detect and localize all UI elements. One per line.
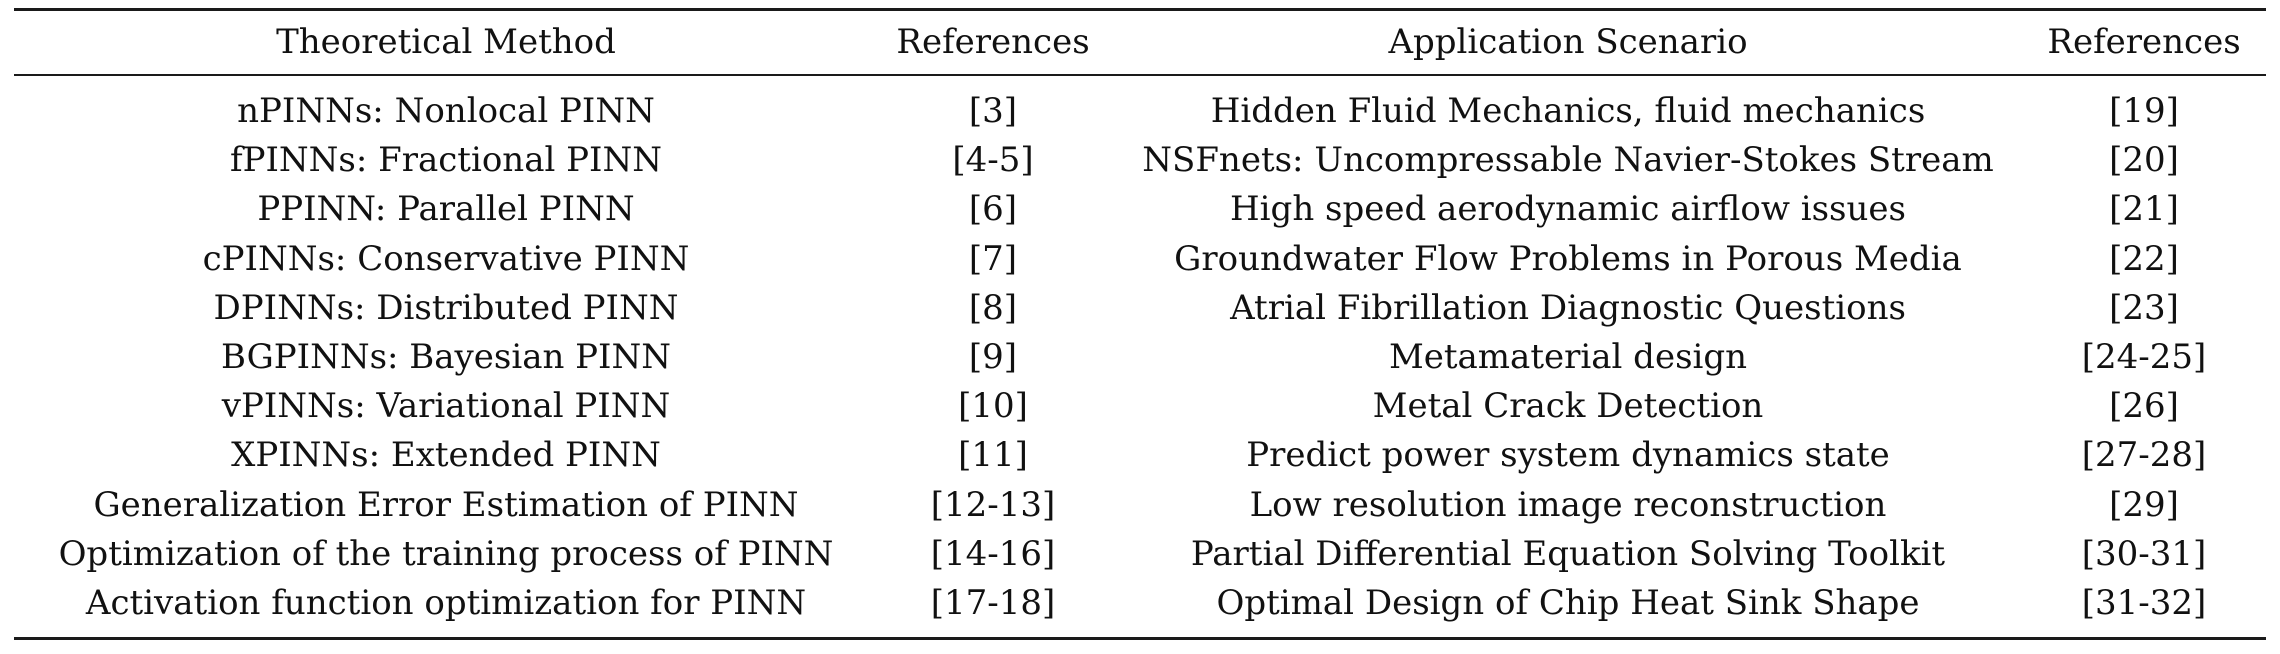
cell-theoretical-method: nPINNs: Nonlocal PINN (237, 91, 655, 131)
cell-method-references: [6] (968, 189, 1018, 229)
header-application-scenario: Application Scenario (1388, 22, 1748, 62)
header-scenario-references: References (2047, 22, 2241, 62)
cell-method-references: [7] (968, 239, 1018, 279)
cell-scenario-references: [20] (2109, 140, 2179, 180)
cell-application-scenario: Predict power system dynamics state (1246, 435, 1890, 475)
cell-method-references: [11] (958, 435, 1028, 475)
cell-application-scenario: Metamaterial design (1388, 337, 1748, 377)
cell-scenario-references: [19] (2109, 91, 2179, 131)
table-top-rule (14, 8, 2266, 11)
cell-application-scenario: Groundwater Flow Problems in Porous Medi… (1174, 239, 1962, 279)
cell-scenario-references: [27-28] (2081, 435, 2207, 475)
cell-scenario-references: [22] (2109, 239, 2179, 279)
cell-scenario-references: [30-31] (2081, 534, 2207, 574)
cell-scenario-references: [23] (2109, 288, 2179, 328)
cell-method-references: [10] (958, 386, 1028, 426)
cell-method-references: [3] (968, 91, 1018, 131)
cell-scenario-references: [31-32] (2081, 583, 2207, 623)
cell-method-references: [8] (968, 288, 1018, 328)
clipped-caption (0, 0, 2280, 6)
cell-theoretical-method: fPINNs: Fractional PINN (230, 140, 662, 180)
cell-method-references: [12-13] (930, 485, 1056, 525)
cell-application-scenario: NSFnets: Uncompressable Navier-Stokes St… (1142, 140, 1994, 180)
cell-method-references: [4-5] (952, 140, 1034, 180)
cell-scenario-references: [26] (2109, 386, 2179, 426)
table-header-rule (14, 74, 2266, 76)
cell-theoretical-method: BGPINNs: Bayesian PINN (221, 337, 671, 377)
cell-theoretical-method: Optimization of the training process of … (58, 534, 834, 574)
cell-application-scenario: Low resolution image reconstruction (1249, 485, 1887, 525)
cell-application-scenario: Optimal Design of Chip Heat Sink Shape (1216, 583, 1920, 623)
header-method-references: References (896, 22, 1090, 62)
cell-theoretical-method: vPINNs: Variational PINN (221, 386, 671, 426)
cell-method-references: [17-18] (930, 583, 1056, 623)
table-bottom-rule (14, 637, 2266, 640)
header-theoretical-method: Theoretical Method (276, 22, 616, 62)
cell-theoretical-method: Activation function optimization for PIN… (85, 583, 807, 623)
cell-method-references: [14-16] (930, 534, 1056, 574)
cell-application-scenario: Atrial Fibrillation Diagnostic Questions (1230, 288, 1906, 328)
cell-theoretical-method: PPINN: Parallel PINN (257, 189, 635, 229)
cell-scenario-references: [21] (2109, 189, 2179, 229)
cell-theoretical-method: DPINNs: Distributed PINN (213, 288, 679, 328)
cell-application-scenario: Metal Crack Detection (1372, 386, 1764, 426)
cell-application-scenario: Partial Differential Equation Solving To… (1190, 534, 1946, 574)
cell-scenario-references: [29] (2109, 485, 2179, 525)
cell-method-references: [9] (968, 337, 1018, 377)
cell-theoretical-method: cPINNs: Conservative PINN (202, 239, 690, 279)
cell-application-scenario: High speed aerodynamic airflow issues (1230, 189, 1906, 229)
cell-scenario-references: [24-25] (2081, 337, 2207, 377)
cell-theoretical-method: XPINNs: Extended PINN (231, 435, 661, 475)
cell-theoretical-method: Generalization Error Estimation of PINN (93, 485, 799, 525)
cell-application-scenario: Hidden Fluid Mechanics, fluid mechanics (1210, 91, 1926, 131)
